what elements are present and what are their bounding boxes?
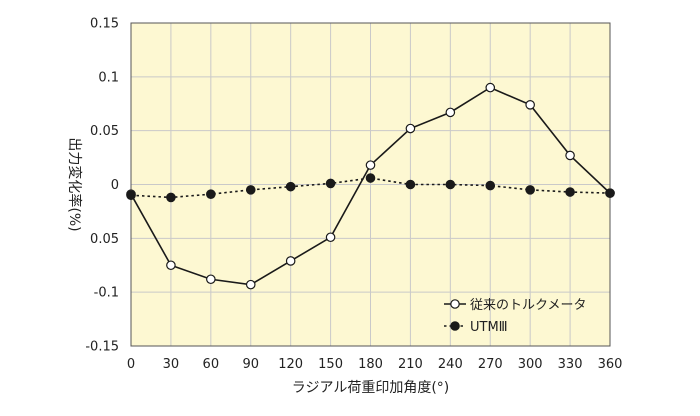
- x-tick-label: 0: [127, 357, 135, 372]
- x-tick-label: 300: [518, 357, 543, 372]
- data-point-conventional: [405, 123, 416, 134]
- y-tick-label: 0.15: [90, 17, 119, 32]
- data-point-utm: [206, 189, 216, 199]
- data-point-utm: [485, 180, 496, 191]
- data-point-conventional: [166, 260, 176, 271]
- y-tick-label: 0: [111, 178, 119, 193]
- data-point-utm: [245, 185, 256, 195]
- data-point-utm: [126, 190, 136, 201]
- data-point-utm: [166, 192, 176, 203]
- plot-frame: [130, 22, 611, 347]
- data-point-conventional: [525, 100, 535, 110]
- data-point-utm: [325, 178, 336, 189]
- data-point-conventional: [325, 232, 336, 243]
- y-tick-label: 0.05: [90, 232, 119, 247]
- x-tick-label: 330: [558, 357, 583, 372]
- data-point-conventional: [285, 256, 296, 266]
- x-axis-label: ラジアル荷重印加角度(°): [292, 380, 450, 396]
- data-point-conventional: [485, 82, 496, 93]
- legend-label-utm: UTMⅢ: [470, 320, 508, 335]
- x-tick-label: 360: [598, 357, 623, 372]
- legend-marker-utm: [450, 321, 460, 331]
- x-tick-label: 30: [163, 357, 180, 372]
- data-point-utm: [525, 185, 535, 195]
- data-point-conventional: [245, 279, 256, 290]
- y-axis-label: 出力変化率(%): [66, 137, 83, 231]
- data-point-utm: [605, 188, 615, 198]
- x-tick-label: 60: [203, 357, 220, 372]
- axes: 0.15 0.1 0.05 0 0.05 -0.1 -0.15 0 30 60 90 120 150 18…: [85, 17, 622, 373]
- x-tick-label: 150: [318, 357, 343, 372]
- data-point-conventional: [565, 150, 575, 161]
- data-point-conventional: [445, 107, 456, 118]
- series: [126, 82, 615, 290]
- data-point-utm: [565, 187, 575, 197]
- data-point-conventional: [206, 274, 216, 285]
- x-tick-label: 90: [242, 357, 259, 372]
- data-point-utm: [405, 179, 416, 190]
- legend-label-conventional: 従来のトルクメータ: [470, 298, 586, 313]
- x-tick-label: 240: [438, 357, 463, 372]
- x-tick-label: 120: [278, 357, 303, 372]
- data-point-utm: [365, 173, 376, 183]
- y-tick-label: 0.05: [90, 124, 119, 139]
- x-tick-label: 270: [478, 357, 503, 372]
- x-tick-label: 210: [398, 357, 423, 372]
- data-point-utm: [285, 181, 296, 192]
- y-tick-label: -0.1: [94, 286, 119, 301]
- y-tick-label: 0.1: [98, 70, 119, 85]
- data-point-conventional: [365, 160, 376, 170]
- legend-marker-conventional: [450, 299, 460, 309]
- legend: 従来のトルクメータ UTMⅢ: [444, 298, 586, 335]
- x-tick-label: 180: [358, 357, 383, 372]
- y-tick-label: -0.15: [85, 340, 119, 355]
- data-point-utm: [445, 179, 456, 190]
